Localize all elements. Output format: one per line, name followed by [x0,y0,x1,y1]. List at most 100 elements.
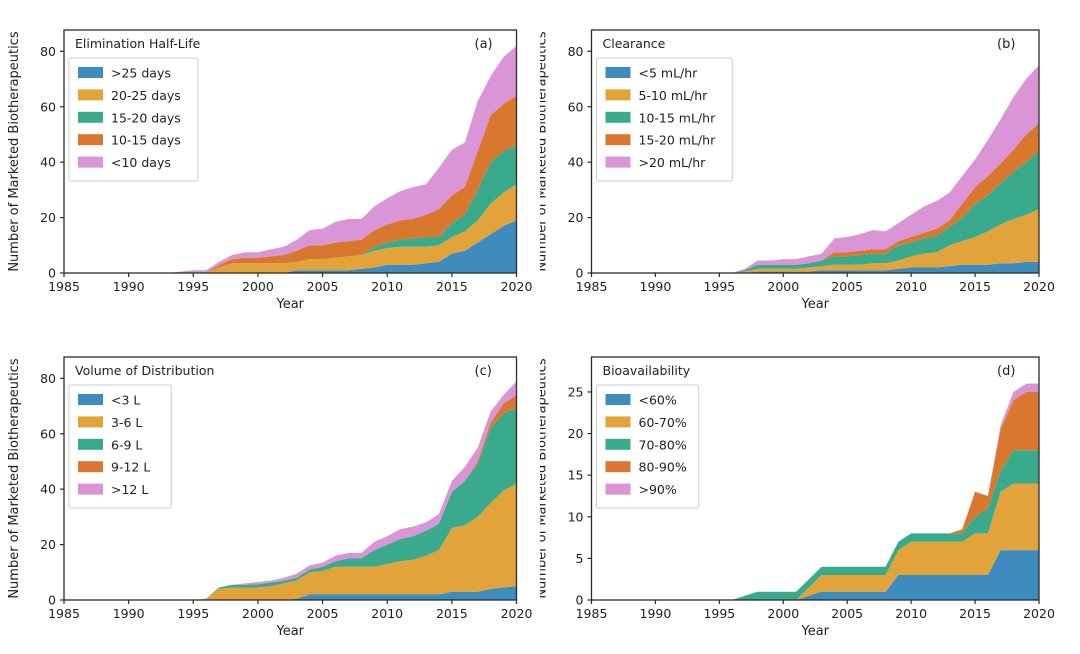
legend: <5 mL/hr 5-10 mL/hr 10-15 mL/hr 15-20 mL/hr… [596,57,733,182]
chart-panel-a: 1985 1990 1995 2000 2005 2010 2015 2020 Year 0 20 4… [7,29,532,312]
x-tick-label: 2015 [959,606,991,621]
legend-label-3: 10-15 days [111,133,181,148]
area-series-1-5-10-ml-hr [591,209,1039,273]
panel-title: Bioavailability [603,363,691,378]
plot-frame [590,29,1040,274]
chart-panel-c: 1985 1990 1995 2000 2005 2010 2015 2020 Year 0 20 4… [7,356,532,639]
legend-label-3: 9-12 L [111,460,150,475]
legend-label-1: 20-25 days [111,88,181,103]
x-tick-label: 1995 [177,606,209,621]
panel-a-elimination-half-life: 1985 1990 1995 2000 2005 2010 2015 2020 Year 0 20 4… [0,0,540,327]
x-tick-label: 1995 [703,279,735,294]
legend-swatch-1 [605,416,631,428]
panel-c-volume-of-distribution: 1985 1990 1995 2000 2005 2010 2015 2020 Year 0 20 4… [0,327,540,654]
plot-frame [63,29,518,274]
x-axis: 1985 1990 1995 2000 2005 2010 2015 2020 Year [576,600,1055,639]
legend-box [596,57,733,182]
x-tick-label: 1985 [576,279,608,294]
x-axis: 1985 1990 1995 2000 2005 2010 2015 2020 Year [576,273,1055,312]
y-axis: 0 20 40 60 80 Number of Marketed Biotherapeut… [7,358,64,608]
y-tick-label: 80 [568,44,584,59]
legend-swatch-3 [78,461,103,473]
legend-swatch-3 [605,134,631,146]
y-tick-label: 15 [568,468,584,483]
y-tick-label: 25 [568,384,584,399]
legend-swatch-0 [78,394,103,405]
y-axis: 0 20 40 60 80 Number of Marketed Biotherapeut… [540,31,592,281]
chart-panel-b: 1985 1990 1995 2000 2005 2010 2015 2020 Year 0 20 4… [540,29,1055,312]
x-tick-label: 2010 [895,279,927,294]
legend-label-1: 60-70% [639,415,687,430]
y-tick-label: 20 [40,537,56,552]
legend-label-3: 80-90% [639,460,687,475]
y-tick-label: 40 [40,482,56,497]
x-tick-label: 2010 [371,606,403,621]
area-series-0--3-l [64,586,517,600]
legend-label-2: 6-9 L [111,437,142,452]
chart-panel-d: 1985 1990 1995 2000 2005 2010 2015 2020Year0510… [540,356,1055,639]
legend-swatch-0 [605,67,631,78]
y-tick-label: 60 [568,99,584,114]
area-series-1-60-70- [591,483,1039,600]
area-series-4--10-days [64,45,517,273]
y-tick-label: 0 [576,593,584,608]
legend-swatch-3 [78,134,103,146]
y-tick-label: 40 [40,155,56,170]
x-tick-label: 2000 [767,279,799,294]
x-tick-label: 1995 [177,279,209,294]
y-tick-label: 0 [48,593,56,608]
legend-label-4: >90% [639,482,677,497]
x-axis-label: Year [275,624,304,639]
stacked-areas [591,65,1039,274]
panel-letter: (b) [997,37,1015,52]
x-tick-label: 1985 [576,606,608,621]
y-tick-label: 0 [48,266,56,281]
x-tick-label: 1985 [48,279,80,294]
x-axis-label: Year [800,624,829,639]
panel-d-bioavailability: 1985 1990 1995 2000 2005 2010 2015 2020 Year 0 5 10… [540,327,1080,654]
area-series-3-10-15-days [64,95,517,273]
y-tick-label: 60 [40,426,56,441]
x-tick-label: 2010 [895,606,927,621]
x-tick-label: 1985 [48,606,80,621]
legend-box [68,57,199,182]
legend-swatch-2 [78,111,103,123]
area-series-2-10-15-ml-hr [591,151,1039,273]
legend-swatch-1 [605,89,631,101]
legend-label-4: >12 L [111,482,148,497]
x-tick-label: 2000 [767,606,799,621]
y-axis-label: Number of Marketed Biotherapeutics [7,31,22,272]
legend-swatch-1 [78,89,103,101]
x-tick-label: 2015 [959,279,991,294]
x-tick-label: 2020 [501,606,533,621]
y-tick-label: 20 [568,210,584,225]
x-axis: 1985 1990 1995 2000 2005 2010 2015 2020 Year [48,600,532,639]
x-tick-label: 2005 [307,279,339,294]
legend-label-4: <10 days [111,155,171,170]
panel-title: Elimination Half-Life [75,36,201,51]
area-series-4--20-ml-hr [591,65,1039,273]
plot-frame [63,356,518,601]
y-axis: 0 5 10 15 20 25 Number of Marketed Biotherapeu… [540,358,592,608]
legend-label-1: 3-6 L [111,415,142,430]
panel-title: Clearance [603,36,666,51]
y-tick-label: 10 [568,509,584,524]
legend-label-2: 10-15 mL/hr [639,110,717,125]
y-tick-label: 5 [576,551,584,566]
legend-swatch-4 [78,483,103,495]
legend: >25 days 20-25 days 15-20 days 10-15 days <1… [68,57,199,182]
legend-swatch-2 [605,111,631,123]
y-tick-label: 20 [40,210,56,225]
stacked-areas [591,383,1039,600]
legend-label-2: 15-20 days [111,110,181,125]
x-tick-label: 1990 [113,279,145,294]
legend-label-0: <60% [639,393,677,408]
panel-b-clearance: 1985 1990 1995 2000 2005 2010 2015 2020 Year 0 20 4… [540,0,1080,327]
x-axis: 1985 1990 1995 2000 2005 2010 2015 2020 Year [48,273,532,312]
area-series-0--5-ml-hr [591,261,1039,273]
area-series-2-15-20-days [64,145,517,273]
legend-swatch-2 [78,438,103,450]
area-series-1-3-6-l [64,483,517,600]
x-tick-label: 2000 [242,606,274,621]
